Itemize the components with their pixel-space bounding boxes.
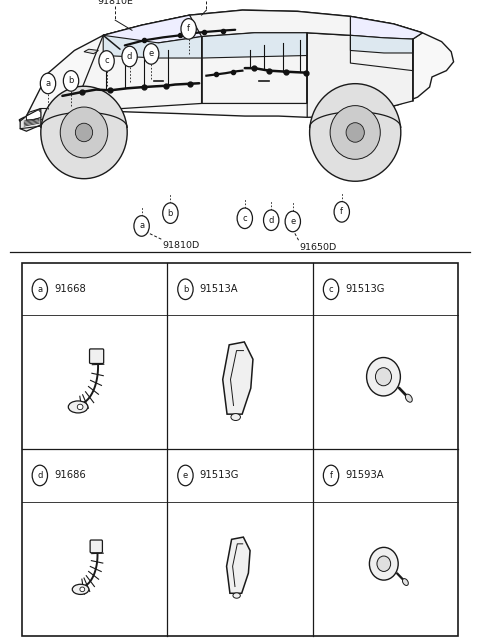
Circle shape [134, 216, 149, 236]
Text: b: b [183, 285, 188, 294]
Text: 91593A: 91593A [346, 471, 384, 480]
Circle shape [63, 71, 79, 91]
Circle shape [334, 202, 349, 222]
Text: a: a [139, 221, 144, 230]
Ellipse shape [72, 584, 89, 594]
FancyBboxPatch shape [90, 349, 104, 363]
Polygon shape [84, 49, 98, 54]
Ellipse shape [330, 106, 380, 159]
Circle shape [122, 46, 137, 67]
Text: 91513A: 91513A [200, 284, 239, 294]
Ellipse shape [233, 593, 240, 598]
Polygon shape [20, 108, 41, 131]
Circle shape [32, 465, 48, 486]
Circle shape [40, 73, 56, 94]
Circle shape [32, 279, 48, 300]
Text: d: d [268, 216, 274, 225]
Ellipse shape [75, 123, 93, 142]
Text: d: d [127, 52, 132, 61]
Polygon shape [103, 10, 422, 49]
Ellipse shape [346, 123, 364, 143]
Text: 91810E: 91810E [97, 0, 133, 6]
Polygon shape [350, 17, 422, 39]
Polygon shape [26, 110, 41, 120]
Ellipse shape [60, 107, 108, 158]
Circle shape [285, 211, 300, 232]
Polygon shape [202, 33, 307, 103]
Polygon shape [223, 342, 253, 414]
Polygon shape [22, 108, 103, 125]
Circle shape [237, 208, 252, 229]
Ellipse shape [80, 587, 85, 592]
Text: f: f [187, 24, 190, 33]
Circle shape [181, 19, 196, 39]
Polygon shape [227, 537, 250, 593]
Text: d: d [37, 471, 43, 480]
Text: 91810D: 91810D [162, 241, 200, 250]
Circle shape [264, 210, 279, 230]
Polygon shape [19, 10, 454, 125]
Polygon shape [307, 33, 413, 117]
Text: 91513G: 91513G [200, 471, 240, 480]
Text: a: a [37, 285, 42, 294]
Circle shape [163, 203, 178, 223]
Text: c: c [329, 285, 333, 294]
Bar [22, 263, 458, 636]
Text: f: f [330, 471, 333, 480]
Text: e: e [290, 217, 295, 226]
Ellipse shape [310, 83, 401, 181]
Polygon shape [74, 35, 202, 110]
Ellipse shape [370, 548, 398, 580]
FancyBboxPatch shape [90, 540, 102, 553]
Text: c: c [242, 214, 247, 223]
Ellipse shape [377, 556, 391, 571]
Text: b: b [68, 76, 74, 85]
Circle shape [144, 44, 159, 64]
Circle shape [324, 279, 339, 300]
Polygon shape [202, 33, 307, 58]
Ellipse shape [367, 358, 400, 396]
Text: e: e [183, 471, 188, 480]
Ellipse shape [68, 401, 88, 413]
Polygon shape [103, 35, 202, 58]
Text: 91686: 91686 [54, 471, 86, 480]
Polygon shape [103, 15, 202, 49]
Text: b: b [168, 209, 173, 218]
Circle shape [178, 465, 193, 486]
Polygon shape [350, 35, 413, 53]
Circle shape [178, 279, 193, 300]
Ellipse shape [41, 86, 127, 178]
Text: e: e [149, 49, 154, 58]
Text: 91513G: 91513G [346, 284, 385, 294]
Ellipse shape [77, 404, 83, 410]
Text: f: f [340, 207, 343, 216]
Circle shape [99, 51, 114, 71]
Circle shape [324, 465, 339, 486]
Ellipse shape [406, 394, 412, 403]
Text: a: a [46, 79, 50, 88]
Ellipse shape [402, 578, 408, 586]
Text: 91650D: 91650D [300, 243, 337, 252]
Text: c: c [104, 56, 109, 65]
Ellipse shape [375, 368, 392, 386]
Text: 91668: 91668 [54, 284, 86, 294]
Ellipse shape [231, 413, 240, 421]
Text: 91650E: 91650E [189, 0, 224, 1]
